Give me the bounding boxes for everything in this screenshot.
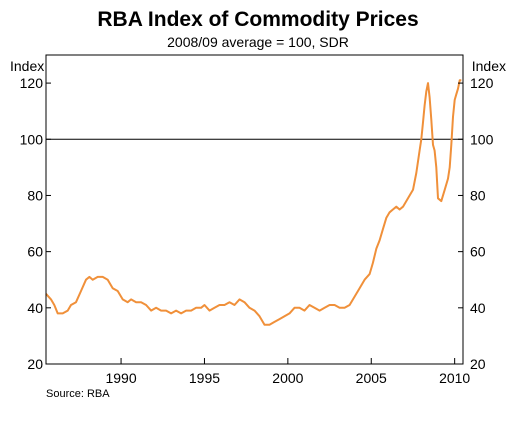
y-axis-label-right: Index [472,58,506,74]
y-tick-label-left: 80 [27,187,43,203]
y-tick-label-right: 20 [470,356,486,372]
y-tick-label-left: 100 [20,131,44,147]
series-line-0 [45,79,462,326]
x-tick-label: 2000 [272,370,303,386]
y-tick-label-right: 100 [470,131,494,147]
chart-title: RBA Index of Commodity Prices [97,8,418,31]
y-axis-label-left: Index [10,58,44,74]
x-tick-label: 1990 [105,370,136,386]
x-tick-label: 1995 [189,370,220,386]
y-tick-label-right: 40 [470,300,486,316]
y-tick-label-right: 80 [470,187,486,203]
y-tick-label-left: 20 [27,356,43,372]
y-tick-label-left: 120 [20,75,44,91]
x-tick-label: 2005 [356,370,387,386]
plot-frame [45,54,464,365]
source-note: Source: RBA [46,388,110,400]
y-tick-label-right: 60 [470,244,486,260]
y-tick-label-left: 40 [27,300,43,316]
chart-subtitle: 2008/09 average = 100, SDR [167,34,349,50]
y-tick-label-right: 120 [470,75,494,91]
y-tick-label-left: 60 [27,244,43,260]
x-tick-label: 2010 [439,370,470,386]
